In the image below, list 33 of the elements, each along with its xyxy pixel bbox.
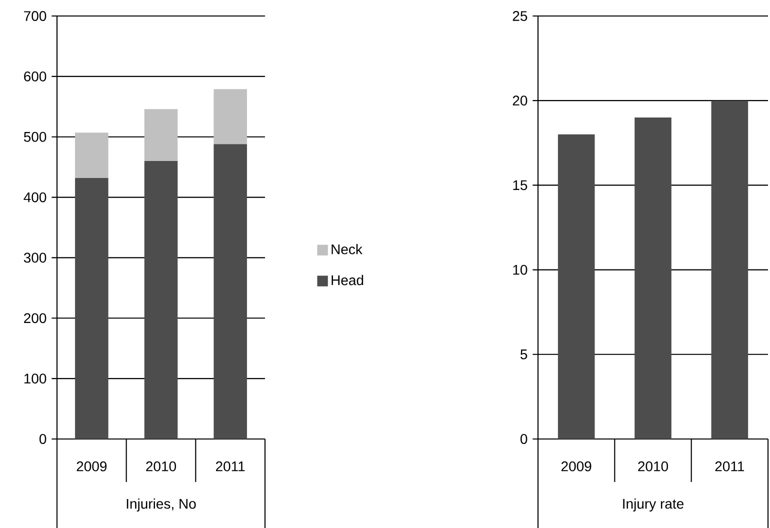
y-tick-label: 0 <box>39 434 46 444</box>
y-tick-label: 400 <box>24 192 46 202</box>
y-tick-label: 5 <box>520 350 528 360</box>
x-tick-label: 2010 <box>146 461 176 472</box>
bar <box>75 178 108 439</box>
bar <box>214 144 247 439</box>
bar <box>634 118 672 439</box>
x-tick-label: 2010 <box>638 461 668 472</box>
y-tick-label: 700 <box>24 11 46 21</box>
bar <box>75 132 108 178</box>
y-tick-label: 300 <box>24 252 46 263</box>
x-axis-title: Injury rate <box>623 498 684 512</box>
bar <box>711 100 748 439</box>
bar <box>144 161 178 439</box>
y-tick-label: 10 <box>513 264 528 275</box>
y-tick-label: 100 <box>24 374 46 384</box>
legend-label: Neck <box>332 244 362 254</box>
bar <box>214 89 247 144</box>
y-tick-label: 15 <box>513 180 528 190</box>
y-tick-label: 600 <box>24 71 46 82</box>
x-tick-label: 2011 <box>715 461 744 472</box>
y-tick-label: 0 <box>520 434 528 444</box>
x-axis-title: Injuries, No <box>126 498 196 512</box>
bar <box>558 134 595 439</box>
y-tick-label: 20 <box>512 96 528 106</box>
x-tick-label: 2009 <box>561 461 592 472</box>
x-tick-label: 2011 <box>216 461 245 472</box>
y-tick-label: 200 <box>24 313 46 324</box>
legend-label: Head <box>332 274 364 286</box>
y-tick-label: 25 <box>512 11 528 21</box>
y-tick-label: 500 <box>24 132 46 142</box>
bar <box>144 109 178 162</box>
x-tick-label: 2009 <box>76 461 107 472</box>
